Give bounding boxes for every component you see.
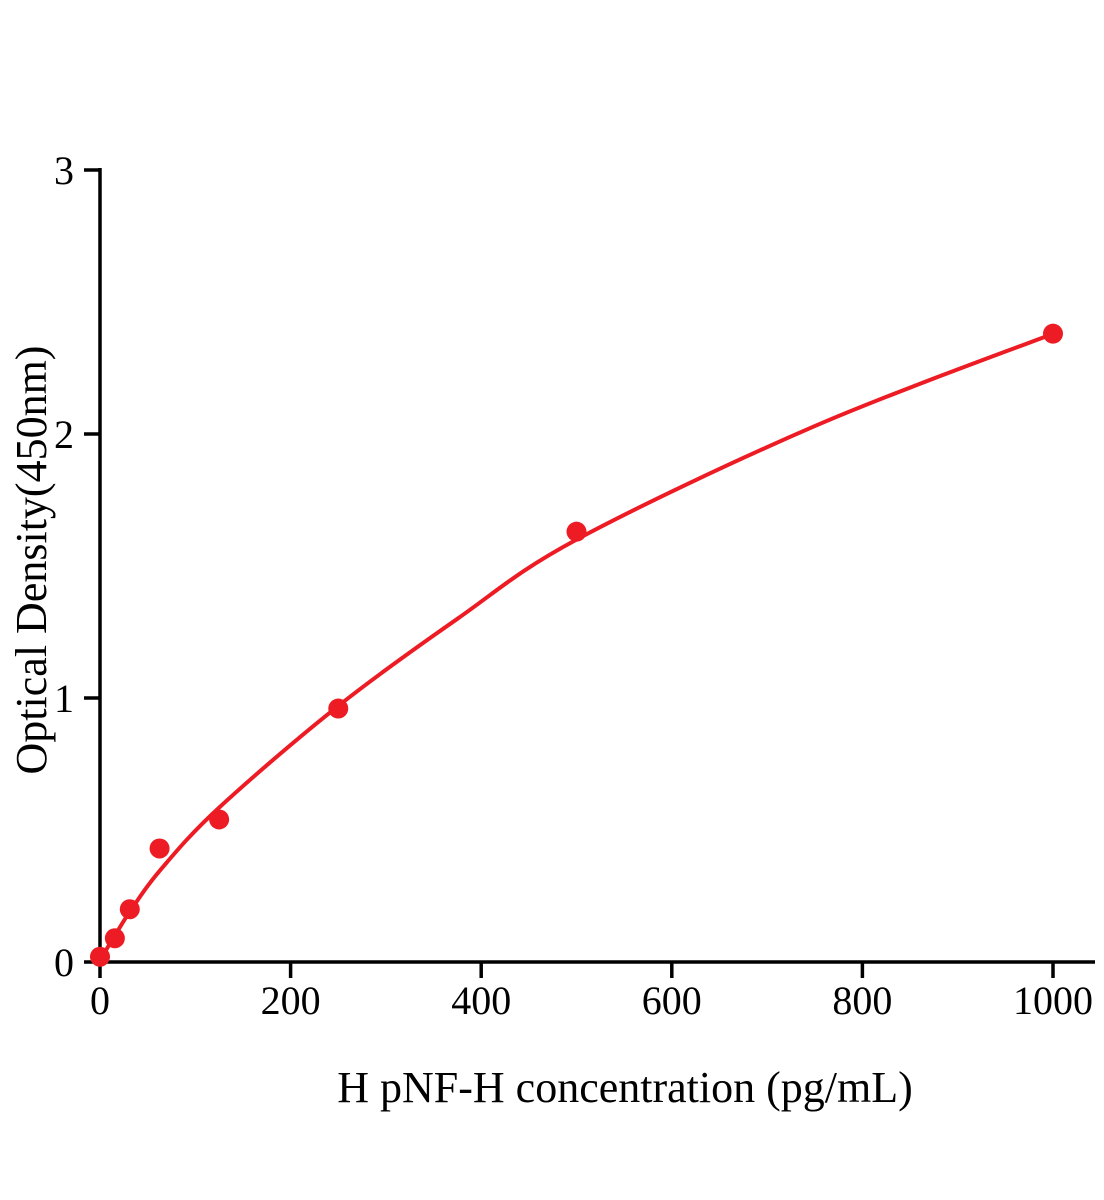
x-tick-label: 400 [451,978,511,1023]
data-point [149,838,170,859]
data-point [1043,323,1063,344]
x-tick-label: 1000 [1013,978,1093,1023]
data-point [209,809,230,830]
y-tick-label: 3 [54,148,74,193]
x-tick-label: 600 [642,978,702,1023]
y-tick-label: 0 [54,940,74,985]
x-tick-label: 800 [832,978,892,1023]
data-point [566,521,587,542]
data-point [104,928,125,949]
y-axis-title: Optical Density(450nm) [7,345,56,775]
data-point [328,698,349,719]
x-tick-label: 200 [261,978,321,1023]
data-point [90,946,110,967]
y-tick-label: 1 [54,676,74,721]
y-tick-label: 2 [54,412,74,457]
fit-curve-line [98,331,1055,963]
data-point [119,899,140,920]
x-axis-title: H pNF-H concentration (pg/mL) [337,1063,913,1112]
x-tick-label: 0 [90,978,110,1023]
